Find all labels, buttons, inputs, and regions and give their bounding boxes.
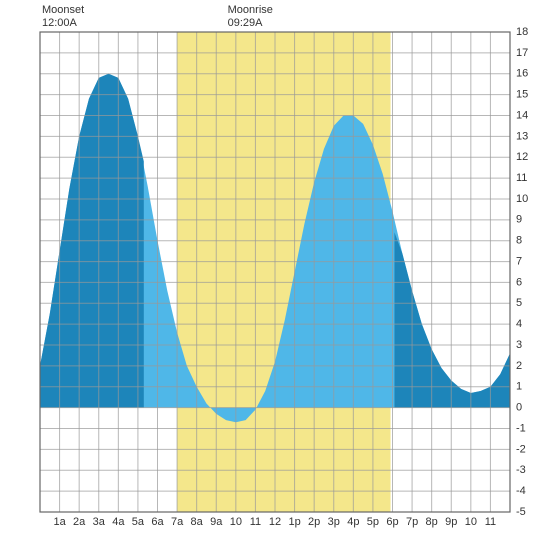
- x-tick-label: 10: [465, 516, 477, 528]
- x-tick-label: 10: [230, 516, 242, 528]
- y-tick-label: 5: [516, 297, 522, 309]
- chart-svg: -5-4-3-2-101234567891011121314151617181a…: [0, 0, 550, 550]
- moonrise-label: Moonrise09:29A: [228, 4, 273, 30]
- x-tick-label: 4a: [112, 516, 125, 528]
- y-tick-label: -3: [516, 464, 526, 476]
- y-tick-label: 6: [516, 276, 522, 288]
- y-tick-label: 13: [516, 130, 528, 142]
- x-tick-label: 7p: [406, 516, 418, 528]
- y-tick-label: 4: [516, 318, 522, 330]
- x-tick-label: 6a: [151, 516, 164, 528]
- x-tick-label: 8a: [191, 516, 204, 528]
- tide-chart: -5-4-3-2-101234567891011121314151617181a…: [0, 0, 550, 550]
- x-tick-label: 3p: [328, 516, 340, 528]
- y-tick-label: 17: [516, 47, 528, 59]
- y-tick-label: 11: [516, 172, 527, 184]
- x-tick-label: 3a: [93, 516, 106, 528]
- x-tick-label: 6p: [386, 516, 398, 528]
- y-tick-label: 3: [516, 339, 522, 351]
- x-tick-label: 2p: [308, 516, 320, 528]
- y-tick-label: 9: [516, 214, 522, 226]
- y-tick-label: 0: [516, 402, 522, 414]
- y-tick-label: 2: [516, 360, 522, 372]
- y-tick-label: -4: [516, 485, 526, 497]
- x-tick-label: 2a: [73, 516, 86, 528]
- x-tick-label: 1p: [288, 516, 300, 528]
- y-tick-label: 18: [516, 26, 528, 38]
- x-tick-label: 9a: [210, 516, 223, 528]
- x-tick-label: 5p: [367, 516, 379, 528]
- y-tick-label: 1: [516, 381, 522, 393]
- x-tick-label: 4p: [347, 516, 359, 528]
- y-tick-label: 15: [516, 89, 528, 101]
- x-tick-label: 11: [485, 516, 496, 528]
- top-label-title: Moonset: [42, 4, 84, 17]
- x-tick-label: 1a: [53, 516, 66, 528]
- x-tick-label: 12: [269, 516, 281, 528]
- x-tick-label: 9p: [445, 516, 457, 528]
- x-tick-label: 8p: [426, 516, 438, 528]
- y-tick-label: 8: [516, 235, 522, 247]
- y-tick-label: -5: [516, 506, 526, 518]
- moonset-label: Moonset12:00A: [42, 4, 84, 30]
- x-tick-label: 5a: [132, 516, 145, 528]
- y-tick-label: 7: [516, 255, 522, 267]
- y-tick-label: -1: [516, 422, 526, 434]
- y-tick-label: 10: [516, 193, 528, 205]
- top-label-time: 09:29A: [228, 17, 273, 30]
- y-tick-label: 14: [516, 109, 528, 121]
- y-tick-label: 16: [516, 68, 528, 80]
- top-label-title: Moonrise: [228, 4, 273, 17]
- top-label-time: 12:00A: [42, 17, 84, 30]
- x-tick-label: 7a: [171, 516, 184, 528]
- x-tick-label: 11: [250, 516, 261, 528]
- y-tick-label: -2: [516, 443, 526, 455]
- y-tick-label: 12: [516, 151, 528, 163]
